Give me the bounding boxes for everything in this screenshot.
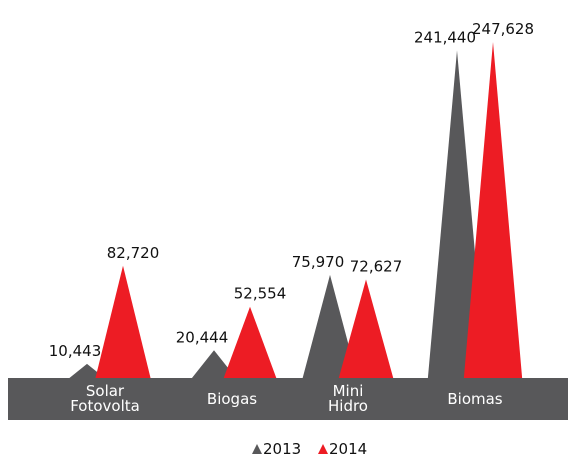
category-label: Mini Hidro — [328, 382, 368, 415]
value-label: 82,720 — [107, 244, 160, 262]
peak — [463, 42, 523, 388]
value-label: 241,440 — [414, 28, 476, 46]
value-label: 72,627 — [350, 257, 403, 275]
legend-label: 2013 — [263, 440, 301, 457]
value-label: 75,970 — [292, 253, 345, 271]
category-label: Biogas — [206, 389, 258, 408]
peak — [93, 265, 153, 388]
category-label: Biomas — [447, 389, 503, 408]
base-band — [8, 378, 568, 420]
value-label: 20,444 — [176, 328, 229, 346]
category-label: Solar Fotovolta — [70, 382, 140, 415]
legend-marker — [252, 444, 262, 454]
value-label: 52,554 — [234, 285, 287, 303]
peak — [220, 306, 280, 388]
peak — [336, 279, 396, 388]
value-label: 247,628 — [472, 20, 534, 38]
value-label: 10,443 — [49, 342, 102, 360]
legend-label: 2014 — [329, 440, 367, 457]
legend-marker — [318, 444, 328, 454]
